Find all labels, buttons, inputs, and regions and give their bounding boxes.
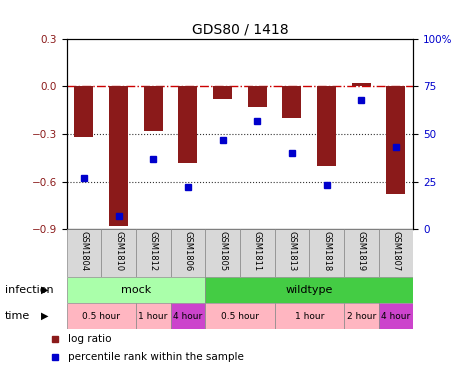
Text: 0.5 hour: 0.5 hour (221, 312, 259, 321)
Text: GSM1818: GSM1818 (322, 231, 331, 271)
Bar (379, 303, 413, 329)
Text: ▶: ▶ (41, 285, 49, 295)
Bar (247, 86, 267, 107)
Text: 1 hour: 1 hour (294, 312, 324, 321)
Bar (66, 229, 101, 277)
Bar (66, 277, 205, 303)
Text: 4 hour: 4 hour (173, 312, 202, 321)
Text: percentile rank within the sample: percentile rank within the sample (67, 351, 244, 362)
Text: 4 hour: 4 hour (381, 312, 410, 321)
Bar (205, 277, 413, 303)
Bar (352, 83, 371, 86)
Bar (136, 229, 171, 277)
Bar (379, 229, 413, 277)
Bar (205, 229, 240, 277)
Bar (109, 86, 128, 226)
Bar (143, 86, 163, 131)
Text: GSM1807: GSM1807 (391, 231, 400, 271)
Bar (178, 86, 198, 163)
Text: wildtype: wildtype (285, 285, 333, 295)
Text: GSM1812: GSM1812 (149, 231, 158, 271)
Text: GSM1806: GSM1806 (183, 231, 192, 271)
Bar (171, 303, 205, 329)
Text: 0.5 hour: 0.5 hour (82, 312, 120, 321)
Text: GSM1804: GSM1804 (79, 231, 88, 271)
Bar (74, 86, 94, 137)
Bar (205, 303, 275, 329)
Bar (171, 229, 205, 277)
Text: log ratio: log ratio (67, 334, 111, 344)
Text: mock: mock (121, 285, 151, 295)
Bar (240, 229, 275, 277)
Text: GSM1805: GSM1805 (218, 231, 227, 271)
Bar (344, 229, 379, 277)
Bar (344, 303, 379, 329)
Title: GDS80 / 1418: GDS80 / 1418 (191, 22, 288, 36)
Bar (136, 303, 171, 329)
Text: infection: infection (5, 285, 53, 295)
Bar (275, 303, 344, 329)
Bar (386, 86, 406, 194)
Bar (213, 86, 232, 99)
Text: GSM1819: GSM1819 (357, 231, 366, 271)
Text: GSM1813: GSM1813 (287, 231, 296, 271)
Text: GSM1811: GSM1811 (253, 231, 262, 271)
Text: 1 hour: 1 hour (139, 312, 168, 321)
Bar (275, 229, 309, 277)
Text: ▶: ▶ (41, 311, 49, 321)
Text: 2 hour: 2 hour (347, 312, 376, 321)
Bar (317, 86, 336, 166)
Bar (282, 86, 302, 118)
Bar (66, 303, 136, 329)
Bar (101, 229, 136, 277)
Text: time: time (5, 311, 30, 321)
Text: GSM1810: GSM1810 (114, 231, 123, 271)
Bar (309, 229, 344, 277)
